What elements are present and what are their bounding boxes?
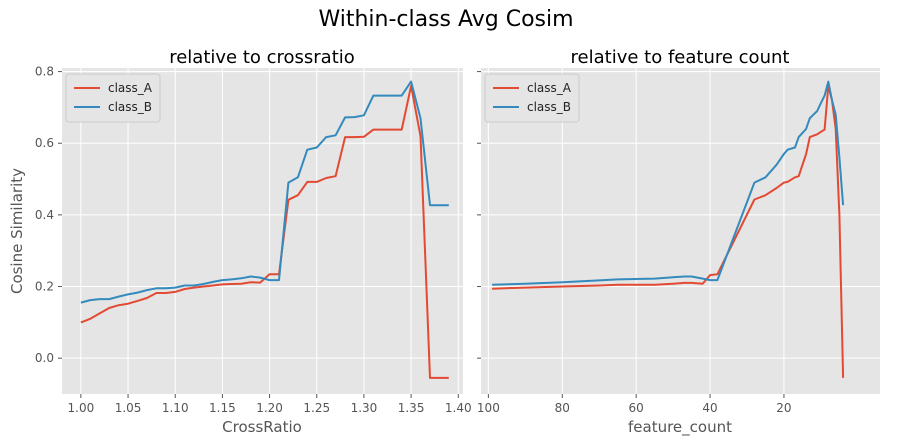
x-tick-label: 1.00 xyxy=(68,401,95,415)
y-axis-label: Cosine Similarity xyxy=(8,168,26,294)
y-tick-label: 0.6 xyxy=(35,136,54,150)
y-tick-label: 0.8 xyxy=(35,65,54,79)
tick-labels: 1.00 1.05 1.10 1.15 1.20 1.25 1.30 1.35 1.40 0.0 0… xyxy=(35,65,472,415)
x-tick-label: 1.30 xyxy=(351,401,378,415)
x-axis-label: feature_count xyxy=(628,418,732,437)
legend-label: class_A xyxy=(108,81,153,95)
gridlines xyxy=(62,68,463,394)
series-lines xyxy=(80,80,449,379)
x-tick-label: 1.20 xyxy=(256,401,283,415)
x-tick-label: 60 xyxy=(629,401,644,415)
series-line-class-B xyxy=(80,80,449,304)
legend: class_A class_B xyxy=(484,73,580,123)
x-tick-label: 1.10 xyxy=(162,401,189,415)
figure-title: Within-class Avg Cosim xyxy=(318,7,573,32)
panel-title: relative to feature count xyxy=(571,47,790,68)
x-tick-label: 1.40 xyxy=(445,401,472,415)
legend-label: class_A xyxy=(527,81,572,95)
x-tick-label: 40 xyxy=(702,401,717,415)
legend-box xyxy=(65,73,161,123)
x-tick-label: 1.05 xyxy=(115,401,142,415)
y-tick-label: 0.0 xyxy=(35,351,54,365)
legend-label: class_B xyxy=(108,100,152,114)
legend-label: class_B xyxy=(527,100,571,114)
x-tick-label: 100 xyxy=(477,401,500,415)
series-lines xyxy=(492,80,845,378)
panel-crossratio: 1.00 1.05 1.10 1.15 1.20 1.25 1.30 1.35 1.40 0.0 0… xyxy=(8,47,472,436)
legend-box xyxy=(484,73,580,123)
legend: class_A class_B xyxy=(65,73,161,123)
x-axis-label: CrossRatio xyxy=(222,418,302,436)
tick-labels: 100 80 60 40 20 xyxy=(477,71,792,415)
y-tick-label: 0.2 xyxy=(35,280,54,294)
x-tick-label: 80 xyxy=(555,401,570,415)
x-tick-label: 1.15 xyxy=(209,401,236,415)
series-line-class-A xyxy=(492,84,845,378)
x-tick-label: 1.25 xyxy=(303,401,330,415)
panel-feature-count: 100 80 60 40 20 relative to feature count fe… xyxy=(477,47,880,437)
panel-title: relative to crossratio xyxy=(169,47,355,68)
y-tick-label: 0.4 xyxy=(35,208,54,222)
series-line-class-B xyxy=(492,80,845,286)
x-tick-label: 20 xyxy=(776,401,791,415)
x-tick-label: 1.35 xyxy=(398,401,425,415)
